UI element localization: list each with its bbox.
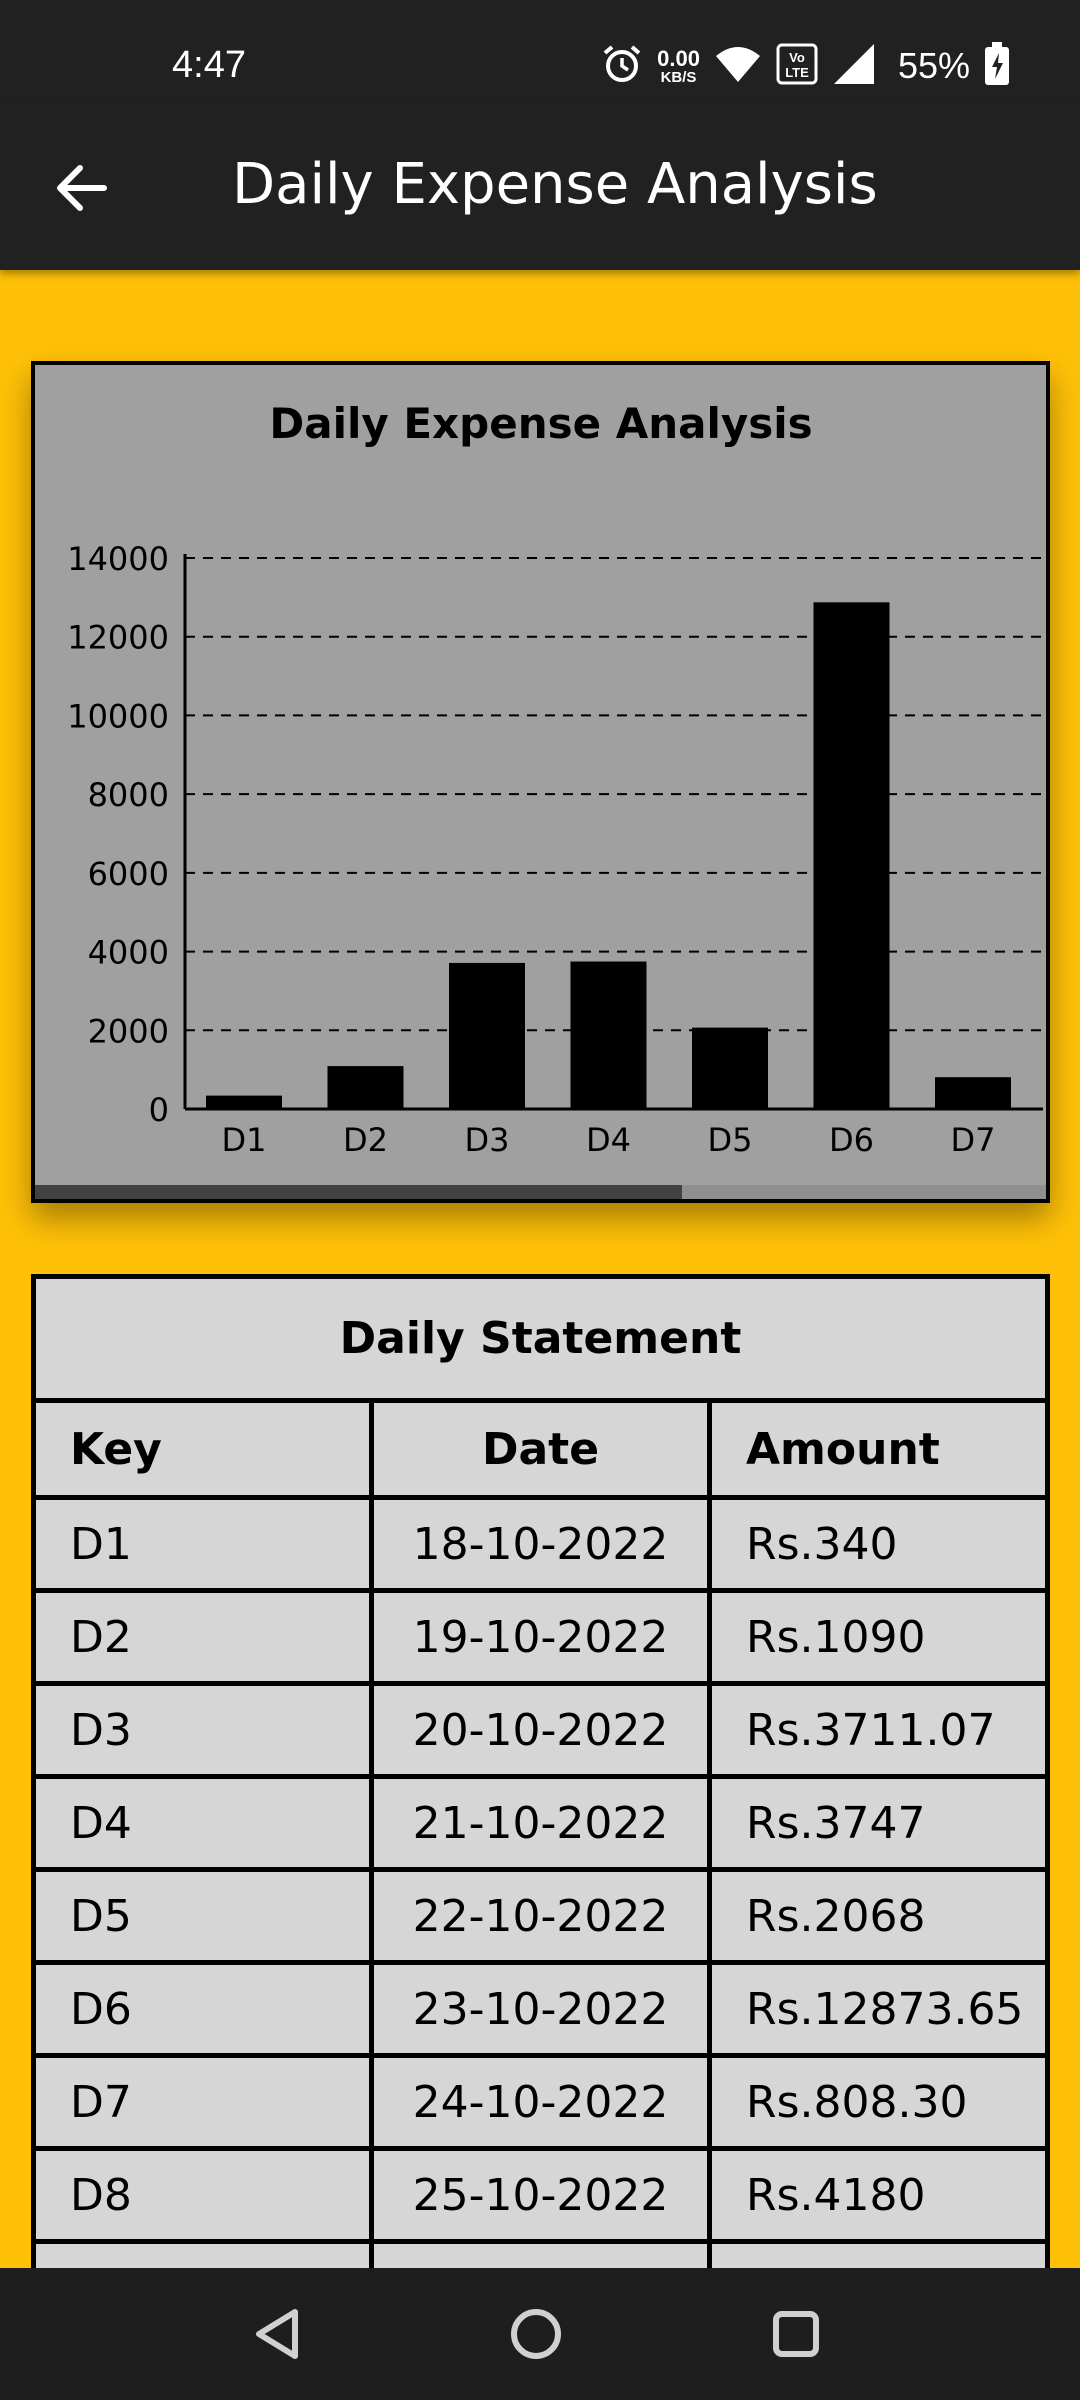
- y-tick-label: 12000: [67, 619, 169, 657]
- cell-amount: Rs.3747: [707, 1774, 1050, 1872]
- cell-key: D5: [31, 1867, 374, 1965]
- cell-key: D6: [31, 1960, 374, 2058]
- table-title: Daily Statement: [31, 1274, 1050, 1403]
- signal-icon: [832, 42, 876, 90]
- y-tick-label: 8000: [88, 776, 169, 814]
- cell-date: 24-10-2022: [369, 2053, 712, 2151]
- nav-home-button[interactable]: [506, 2304, 566, 2364]
- cell-key: D8: [31, 2146, 374, 2244]
- app-bar: Daily Expense Analysis: [0, 102, 1080, 270]
- recents-square-icon: [773, 2311, 819, 2357]
- chart-title: Daily Expense Analysis: [269, 399, 812, 448]
- header-amount: Amount: [707, 1398, 1050, 1500]
- status-icons: 0.00 KB/S Vo LTE 55%: [601, 38, 1010, 94]
- alarm-icon: [601, 43, 643, 89]
- net-speed-value: 0.00: [657, 45, 700, 71]
- wifi-icon: [714, 44, 762, 88]
- chart-scrollbar-thumb[interactable]: [35, 1185, 682, 1199]
- table-row: D4 21-10-2022 Rs.3747: [31, 1774, 1050, 1872]
- cell-key: D2: [31, 1588, 374, 1686]
- x-tick-label: D5: [708, 1121, 753, 1159]
- nav-recents-button[interactable]: [766, 2304, 826, 2364]
- home-circle-icon: [511, 2309, 561, 2359]
- bar: [449, 962, 525, 1109]
- table-row: D5 22-10-2022 Rs.2068: [31, 1867, 1050, 1965]
- table-row: D6 23-10-2022 Rs.12873.65: [31, 1960, 1050, 2058]
- table-row: D7 24-10-2022 Rs.808.30: [31, 2053, 1050, 2151]
- cell-date: 18-10-2022: [369, 1495, 712, 1593]
- bar-chart: Daily Expense Analysis 0 2000 4000 6000 8000 1…: [67, 399, 1043, 1159]
- y-tick-label: 4000: [88, 934, 169, 972]
- cell-amount: Rs.3711.07: [707, 1681, 1050, 1779]
- cell-amount: Rs.2068: [707, 1867, 1050, 1965]
- cell-amount: Rs.4180: [707, 2146, 1050, 2244]
- bar: [692, 1027, 768, 1109]
- y-tick-label: 2000: [88, 1012, 169, 1050]
- net-speed: 0.00 KB/S: [657, 45, 700, 86]
- svg-text:LTE: LTE: [785, 65, 809, 80]
- status-time: 4:47: [172, 44, 246, 86]
- cell-amount: Rs.12873.65: [707, 1960, 1050, 2058]
- cell-key: D3: [31, 1681, 374, 1779]
- back-button[interactable]: [40, 146, 124, 230]
- system-nav-bar: [0, 2268, 1080, 2400]
- table-row: D1 18-10-2022 Rs.340: [31, 1495, 1050, 1593]
- svg-text:Vo: Vo: [789, 50, 805, 65]
- daily-statement-table: Daily Statement Key Date Amount D1 18-10…: [31, 1274, 1050, 2284]
- arrow-left-icon: [57, 165, 107, 211]
- x-tick-label: D3: [465, 1121, 510, 1159]
- back-triangle-icon: [256, 2309, 298, 2359]
- cell-key: D1: [31, 1495, 374, 1593]
- y-tick-label: 0: [149, 1091, 169, 1129]
- y-tick-label: 14000: [67, 540, 169, 578]
- table-row: D8 25-10-2022 Rs.4180: [31, 2146, 1050, 2244]
- expense-chart-card[interactable]: Daily Expense Analysis 0 2000 4000 6000 8000 1…: [31, 361, 1050, 1203]
- header-key: Key: [31, 1398, 374, 1500]
- cell-date: 21-10-2022: [369, 1774, 712, 1872]
- cell-date: 25-10-2022: [369, 2146, 712, 2244]
- cell-amount: Rs.340: [707, 1495, 1050, 1593]
- x-tick-label: D6: [829, 1121, 874, 1159]
- bar: [327, 1066, 404, 1109]
- volte-icon: Vo LTE: [776, 43, 818, 89]
- x-tick-label: D7: [951, 1121, 996, 1159]
- y-tick-label: 6000: [88, 855, 169, 893]
- nav-back-button[interactable]: [248, 2304, 308, 2364]
- net-speed-unit: KB/S: [660, 68, 697, 86]
- x-tick-label: D1: [222, 1121, 267, 1159]
- x-tick-label: D4: [586, 1121, 631, 1159]
- cell-date: 22-10-2022: [369, 1867, 712, 1965]
- y-tick-label: 10000: [67, 697, 169, 735]
- x-tick-label: D2: [343, 1121, 388, 1159]
- battery-percent: 55%: [897, 45, 970, 86]
- header-date: Date: [369, 1398, 712, 1500]
- cell-amount: Rs.1090: [707, 1588, 1050, 1686]
- battery-charging-icon: [984, 42, 1010, 90]
- table-row: D2 19-10-2022 Rs.1090: [31, 1588, 1050, 1686]
- table-row: D3 20-10-2022 Rs.3711.07: [31, 1681, 1050, 1779]
- cell-key: D7: [31, 2053, 374, 2151]
- page-title: Daily Expense Analysis: [232, 152, 878, 217]
- cell-date: 23-10-2022: [369, 1960, 712, 2058]
- cell-date: 20-10-2022: [369, 1681, 712, 1779]
- bar: [935, 1077, 1011, 1109]
- bar: [813, 602, 890, 1109]
- cell-key: D4: [31, 1774, 374, 1872]
- cell-date: 19-10-2022: [369, 1588, 712, 1686]
- cell-amount: Rs.808.30: [707, 2053, 1050, 2151]
- bar: [570, 961, 647, 1109]
- status-bar: 4:47 0.00 KB/S Vo LTE: [0, 0, 1080, 102]
- bar: [206, 1095, 282, 1109]
